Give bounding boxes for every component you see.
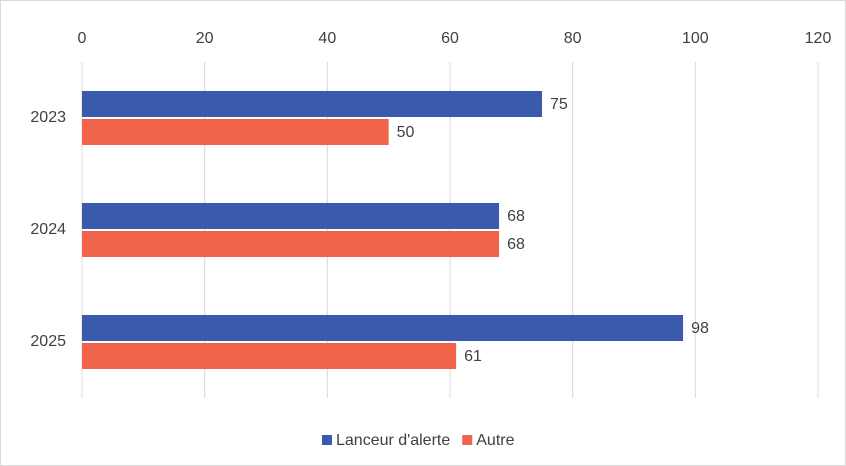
bar bbox=[82, 343, 457, 369]
x-tick-label: 60 bbox=[441, 30, 459, 47]
x-tick-label: 100 bbox=[682, 30, 709, 47]
legend-swatch bbox=[322, 435, 332, 445]
x-tick-label: 40 bbox=[318, 30, 336, 47]
data-label: 61 bbox=[464, 348, 482, 365]
data-label: 98 bbox=[691, 320, 709, 337]
y-tick-label: 2023 bbox=[30, 109, 66, 126]
data-label: 75 bbox=[550, 96, 568, 113]
bar bbox=[82, 203, 500, 229]
y-tick-label: 2025 bbox=[30, 333, 66, 350]
x-tick-label: 20 bbox=[196, 30, 214, 47]
x-tick-label: 0 bbox=[78, 30, 87, 47]
bar bbox=[82, 119, 389, 145]
bar bbox=[82, 91, 542, 117]
x-tick-label: 80 bbox=[564, 30, 582, 47]
data-label: 50 bbox=[397, 124, 415, 141]
legend-swatch bbox=[462, 435, 473, 445]
data-label: 68 bbox=[507, 208, 525, 225]
x-tick-label: 120 bbox=[805, 30, 832, 47]
legend-label: Lanceur d'alerte bbox=[336, 432, 450, 449]
bar bbox=[82, 315, 684, 341]
y-tick-label: 2024 bbox=[30, 221, 66, 238]
bar bbox=[82, 231, 500, 257]
data-label: 68 bbox=[507, 236, 525, 253]
legend-label: Autre bbox=[476, 432, 514, 449]
